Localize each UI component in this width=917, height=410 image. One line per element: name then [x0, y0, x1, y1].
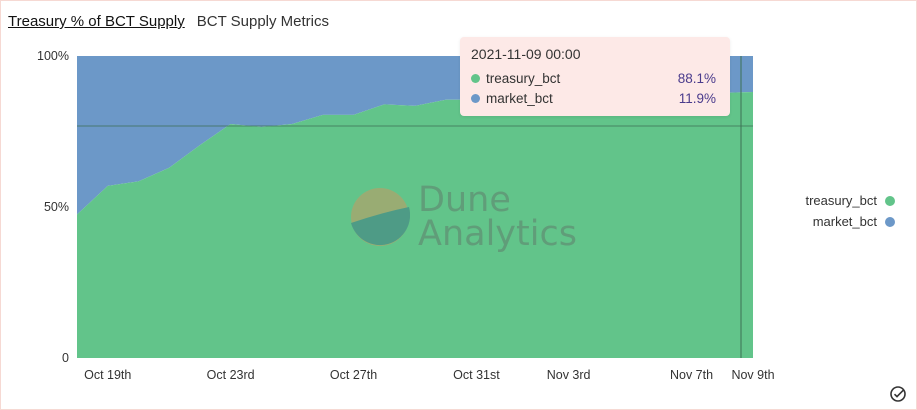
check-circle-icon[interactable]	[889, 385, 907, 403]
legend-item-market[interactable]: market_bct	[805, 211, 895, 232]
tooltip-label-market: market_bct	[486, 91, 553, 106]
chart-subtitle: BCT Supply Metrics	[196, 13, 329, 30]
series-area-treasury_bct[interactable]	[77, 91, 753, 359]
chart-header: Treasury % of BCT Supply BCT Supply Metr…	[8, 13, 329, 30]
tooltip-timestamp: 2021-11-09 00:00	[471, 46, 581, 62]
x-tick-label: Oct 31st	[453, 368, 500, 382]
y-tick-label: 50%	[44, 200, 69, 214]
chart-legend: treasury_bct market_bct	[805, 190, 895, 232]
tooltip-label-treasury: treasury_bct	[486, 71, 561, 86]
tooltip-value-market: 11.9%	[678, 91, 716, 106]
legend-label-market: market_bct	[812, 214, 877, 229]
tooltip-dot-treasury	[471, 74, 480, 83]
x-tick-label: Nov 7th	[670, 368, 713, 382]
tooltip-value-treasury: 88.1%	[677, 71, 716, 86]
x-tick-label: Oct 23rd	[207, 368, 255, 382]
x-tick-label: Nov 3rd	[547, 368, 591, 382]
tooltip-row-treasury: treasury_bct 88.1%	[471, 71, 716, 86]
legend-label-treasury: treasury_bct	[805, 193, 877, 208]
legend-dot-market	[885, 216, 895, 227]
y-tick-label: 0	[62, 351, 69, 365]
tooltip-dot-market	[471, 94, 480, 103]
hover-tooltip: 2021-11-09 00:00 treasury_bct 88.1% mark…	[460, 37, 730, 116]
chart-title-link[interactable]: Treasury % of BCT Supply	[8, 13, 185, 30]
y-tick-label: 100%	[37, 49, 69, 63]
legend-item-treasury[interactable]: treasury_bct	[805, 190, 895, 211]
legend-dot-treasury	[885, 195, 895, 206]
x-tick-label: Oct 27th	[330, 368, 377, 382]
x-tick-label: Nov 9th	[731, 368, 774, 382]
x-tick-label: Oct 19th	[84, 368, 131, 382]
tooltip-row-market: market_bct 11.9%	[471, 91, 716, 106]
